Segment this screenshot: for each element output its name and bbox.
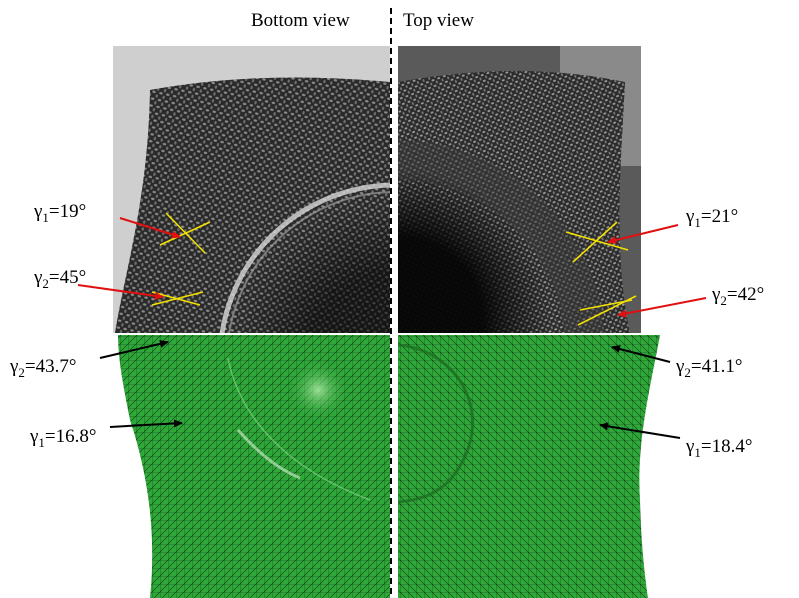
photo-left-gamma1-label: γ1=19° — [33, 201, 86, 225]
photo-right-gamma1-label: γ1=21° — [685, 206, 738, 230]
simulation-arrows — [99, 339, 681, 439]
bottom-view-simulation — [118, 335, 390, 598]
top-view-photo — [398, 46, 641, 333]
sim-right-gamma1-label: γ1=18.4° — [685, 436, 752, 460]
photo-right-gamma2-label: γ2=42° — [711, 284, 764, 308]
top-view-simulation — [398, 335, 660, 598]
top-view-header: Top view — [403, 10, 474, 31]
sim-left-gamma2-label: γ2=43.7° — [9, 356, 76, 380]
measurement-lines — [151, 212, 637, 326]
photo-left-gamma2-label: γ2=45° — [33, 267, 86, 291]
sim-right-gamma2-label: γ2=41.1° — [675, 356, 742, 380]
photo-arrows — [77, 217, 707, 318]
bottom-view-photo — [113, 46, 390, 333]
bottom-view-header: Bottom view — [251, 10, 350, 31]
sim-left-gamma1-label: γ1=16.8° — [29, 426, 96, 450]
